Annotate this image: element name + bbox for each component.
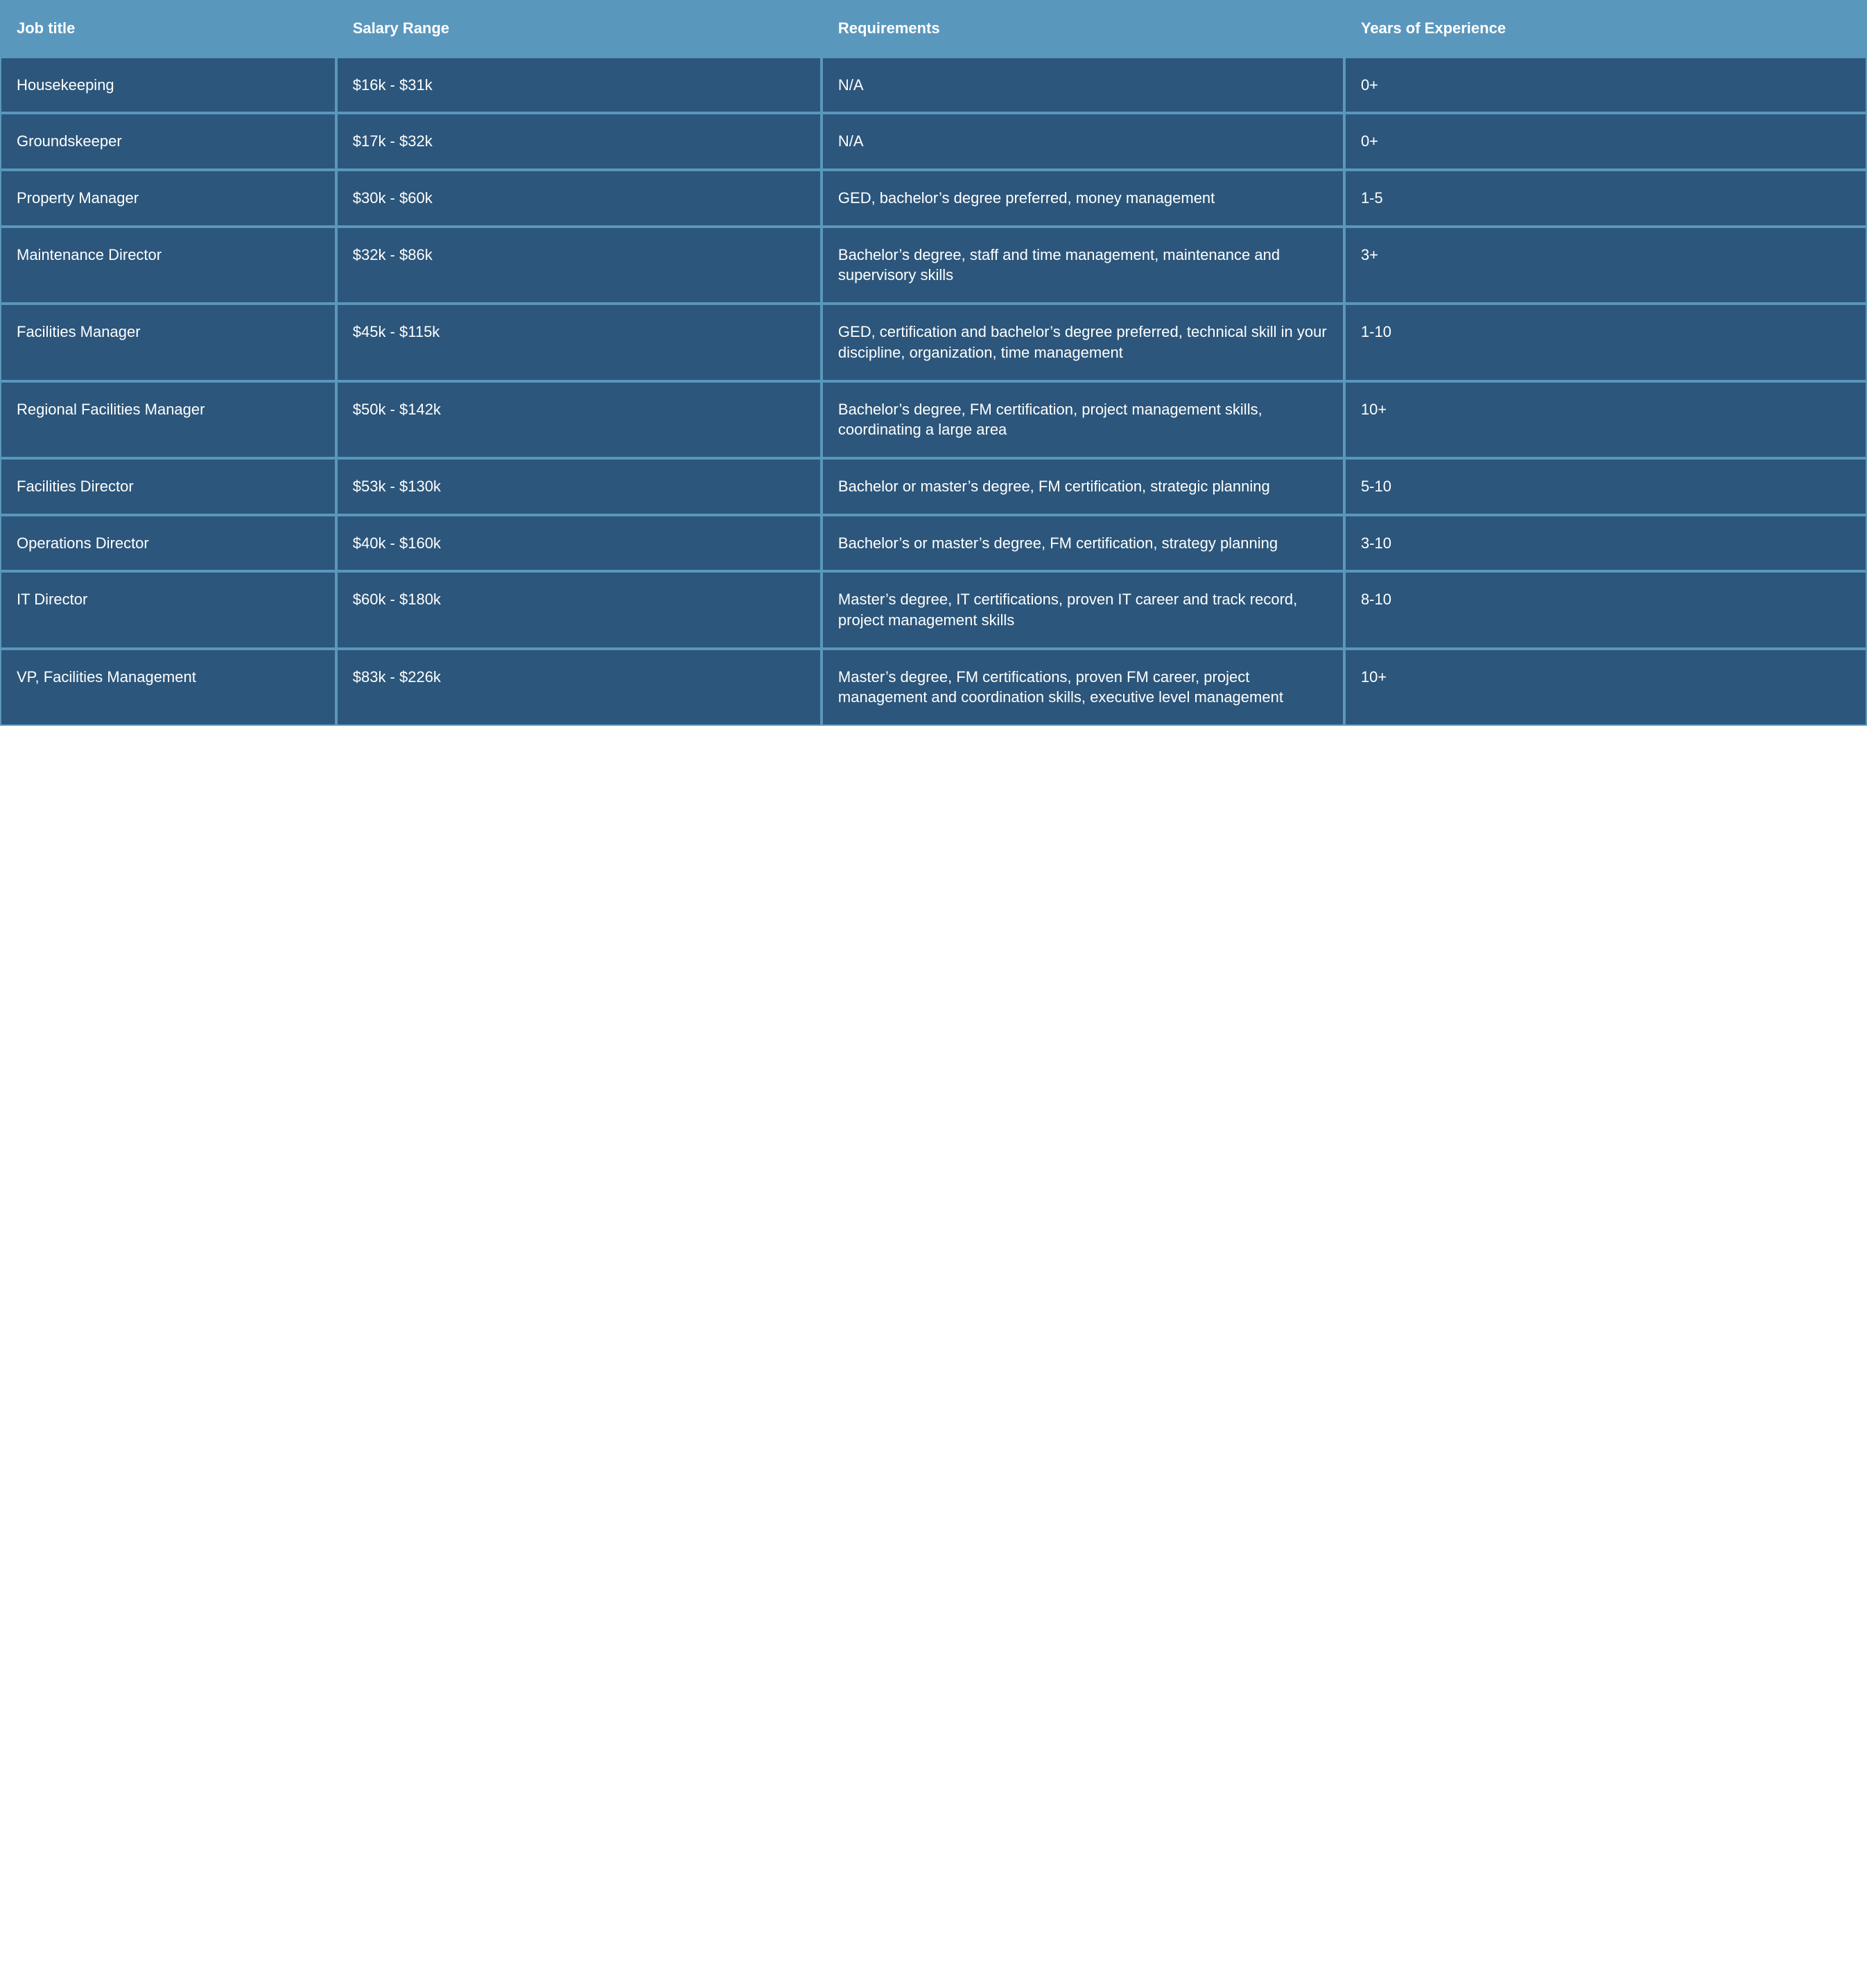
table-row: Regional Facilities Manager$50k - $142kB… [0,381,1867,458]
cell-salary-range: $50k - $142k [336,381,822,458]
cell-years: 5-10 [1344,458,1867,515]
header-salary-range: Salary Range [336,0,822,57]
table-body: Housekeeping$16k - $31kN/A0+Groundskeepe… [0,57,1867,726]
cell-salary-range: $16k - $31k [336,57,822,114]
table-row: Housekeeping$16k - $31kN/A0+ [0,57,1867,114]
cell-salary-range: $32k - $86k [336,227,822,304]
cell-job-title: Facilities Manager [0,304,336,381]
cell-salary-range: $40k - $160k [336,515,822,572]
header-row: Job title Salary Range Requirements Year… [0,0,1867,57]
cell-requirements: GED, bachelor’s degree preferred, money … [822,170,1344,227]
cell-requirements: GED, certification and bachelor’s degree… [822,304,1344,381]
cell-requirements: Bachelor or master’s degree, FM certific… [822,458,1344,515]
cell-years: 1-5 [1344,170,1867,227]
cell-years: 0+ [1344,113,1867,170]
table-row: IT Director$60k - $180kMaster’s degree, … [0,571,1867,648]
table-row: Groundskeeper$17k - $32kN/A0+ [0,113,1867,170]
cell-years: 3+ [1344,227,1867,304]
cell-job-title: Maintenance Director [0,227,336,304]
cell-requirements: N/A [822,113,1344,170]
cell-job-title: Groundskeeper [0,113,336,170]
cell-requirements: Bachelor’s degree, FM certification, pro… [822,381,1344,458]
cell-job-title: VP, Facilities Management [0,649,336,726]
cell-job-title: Housekeeping [0,57,336,114]
cell-salary-range: $60k - $180k [336,571,822,648]
cell-job-title: Property Manager [0,170,336,227]
cell-salary-range: $17k - $32k [336,113,822,170]
cell-years: 1-10 [1344,304,1867,381]
header-job-title: Job title [0,0,336,57]
cell-years: 8-10 [1344,571,1867,648]
cell-years: 10+ [1344,649,1867,726]
header-requirements: Requirements [822,0,1344,57]
cell-salary-range: $30k - $60k [336,170,822,227]
table-row: Maintenance Director$32k - $86kBachelor’… [0,227,1867,304]
cell-salary-range: $83k - $226k [336,649,822,726]
table-row: Property Manager$30k - $60kGED, bachelor… [0,170,1867,227]
cell-job-title: Regional Facilities Manager [0,381,336,458]
cell-years: 10+ [1344,381,1867,458]
cell-job-title: Facilities Director [0,458,336,515]
cell-requirements: N/A [822,57,1344,114]
header-years: Years of Experience [1344,0,1867,57]
jobs-table: Job title Salary Range Requirements Year… [0,0,1867,726]
cell-job-title: IT Director [0,571,336,648]
cell-requirements: Bachelor’s or master’s degree, FM certif… [822,515,1344,572]
cell-years: 3-10 [1344,515,1867,572]
cell-requirements: Master’s degree, FM certifications, prov… [822,649,1344,726]
table-row: Operations Director$40k - $160kBachelor’… [0,515,1867,572]
table-row: VP, Facilities Management$83k - $226kMas… [0,649,1867,726]
cell-job-title: Operations Director [0,515,336,572]
cell-salary-range: $53k - $130k [336,458,822,515]
table-row: Facilities Director$53k - $130kBachelor … [0,458,1867,515]
table-row: Facilities Manager$45k - $115kGED, certi… [0,304,1867,381]
cell-years: 0+ [1344,57,1867,114]
cell-requirements: Bachelor’s degree, staff and time manage… [822,227,1344,304]
cell-salary-range: $45k - $115k [336,304,822,381]
table-head: Job title Salary Range Requirements Year… [0,0,1867,57]
cell-requirements: Master’s degree, IT certifications, prov… [822,571,1344,648]
